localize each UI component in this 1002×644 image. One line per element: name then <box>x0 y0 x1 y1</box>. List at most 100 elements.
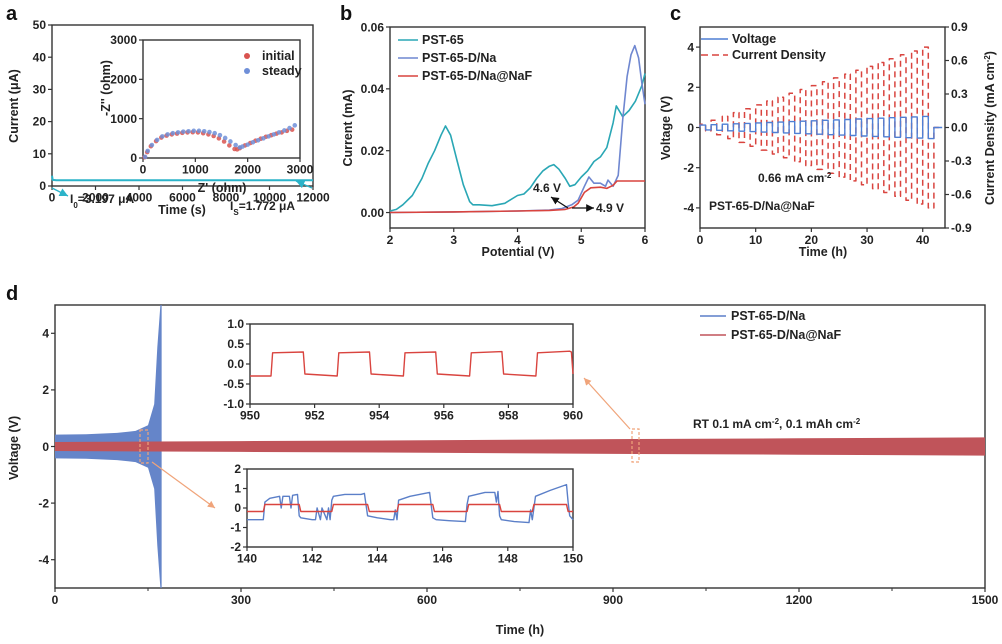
x-tick-label: 10 <box>749 233 763 247</box>
data-point-steady <box>217 132 223 138</box>
y-tick-label: -0.5 <box>223 377 244 391</box>
data-point-steady <box>149 142 155 148</box>
x-tick-label: 150 <box>563 552 583 566</box>
inset-top-series-line <box>250 350 574 377</box>
data-point-steady <box>228 139 233 144</box>
x-tick-label: 1500 <box>972 593 999 607</box>
arrow-4-6v <box>550 196 569 209</box>
data-point-steady <box>276 130 282 135</box>
data-point-steady <box>240 144 245 149</box>
arrow-i0 <box>51 187 69 197</box>
y-tick-label: -4 <box>38 553 49 567</box>
panel-d-xlabel: Time (h) <box>496 623 544 637</box>
x-tick-label: 2000 <box>82 191 109 205</box>
panel-label-b: b <box>340 3 352 25</box>
series-line-0 <box>389 73 646 212</box>
panel-d-inset-bottom: 140 142 144 146 148 150 -2 -1 0 1 2 <box>230 462 583 565</box>
y-tick-label: 50 <box>33 18 47 32</box>
data-point-steady <box>165 132 170 137</box>
x-tick-label: 6000 <box>169 191 196 205</box>
data-point-steady <box>222 135 228 141</box>
data-point-steady <box>245 142 250 147</box>
x-tick-label: 954 <box>369 409 389 423</box>
data-point-steady <box>271 132 277 137</box>
x-tick-label: 956 <box>434 409 454 423</box>
data-point-steady <box>292 123 298 128</box>
data-point-steady <box>201 128 207 134</box>
y-tick-label: -2 <box>38 496 49 510</box>
data-point-steady <box>287 125 292 131</box>
y-tick-label: 4 <box>687 40 694 54</box>
data-point-steady <box>233 142 238 148</box>
series-line-voltage <box>699 115 943 140</box>
plot-frame <box>142 39 301 159</box>
data-point-steady <box>180 129 186 134</box>
x-tick-label: 144 <box>367 552 387 566</box>
y-tick-label: 0 <box>42 440 49 454</box>
data-point-initial <box>221 139 227 144</box>
series-area-pst65-dna-naf <box>55 437 985 456</box>
panel-a: a 0 2000 4000 6000 8000 10000 1200001020304050… <box>6 3 330 217</box>
x-tick-label: 140 <box>237 552 257 566</box>
y-right-tick-label: 0.0 <box>951 121 968 135</box>
data-point-steady <box>207 129 212 135</box>
inset-a-ylabel: -Z'' (ohm) <box>99 60 113 116</box>
legend-label-dna-naf: PST-65-D/Na@NaF <box>731 328 841 342</box>
plot-frame <box>249 323 574 405</box>
data-point-steady <box>186 128 191 134</box>
panel-c-ylabel: Voltage (V) <box>659 96 673 160</box>
data-point-steady <box>196 128 202 134</box>
inset-bottom-series-line-pst-65-d-na <box>247 483 574 524</box>
annotation-i0: I0=3.197 μA <box>70 192 135 210</box>
x-tick-label: 0 <box>697 233 704 247</box>
data-point-steady <box>250 139 256 145</box>
data-point-steady <box>175 130 181 135</box>
panel-c: c 0 10 20 30 40-4-2024-0.9-0.6-0.30.00.30.60… <box>659 3 997 259</box>
x-tick-label: 4000 <box>126 191 153 205</box>
x-tick-label: 142 <box>302 552 322 566</box>
legend-label-dna: PST-65-D/Na <box>731 309 806 323</box>
x-tick-label: 12000 <box>296 191 330 205</box>
panel-b-legend: PST-65 PST-65-D/Na PST-65-D/Na@NaF <box>398 33 532 83</box>
data-point-steady <box>212 130 217 136</box>
y-tick-label: 0.04 <box>361 82 385 96</box>
annotation-rt-conditions: RT 0.1 mA cm-2, 0.1 mAh cm-2 <box>693 417 861 432</box>
y-tick-label: 30 <box>33 83 47 97</box>
y-right-tick-label: 0.6 <box>951 54 968 68</box>
panel-d-legend: PST-65-D/Na PST-65-D/Na@NaF <box>700 309 841 342</box>
data-point-steady <box>145 148 151 154</box>
zoom-arrow-140h <box>151 461 216 509</box>
x-tick-label: 960 <box>563 409 583 423</box>
y-tick-label: 2000 <box>110 72 137 86</box>
y-tick-label: -1.0 <box>223 397 244 411</box>
y-tick-label: 2 <box>42 383 49 397</box>
legend-marker-steady <box>244 68 250 74</box>
panel-b-ylabel: Current (mA) <box>341 89 355 166</box>
legend-label-pst65-dna: PST-65-D/Na <box>422 51 497 65</box>
x-tick-label: 5 <box>578 233 585 247</box>
x-tick-label: 600 <box>417 593 437 607</box>
y-tick-label: -2 <box>230 540 241 554</box>
y-tick-label: 3000 <box>110 33 137 47</box>
x-tick-label: 20 <box>805 233 819 247</box>
panel-c-plot: 0 10 20 30 40 -4 -2 0 2 4 -0.9 -0.6 -0.3 0.0 0.3 0.6 0.9 <box>683 20 972 247</box>
y-tick-label: 0 <box>130 151 137 165</box>
legend-label-current-density: Current Density <box>732 48 826 62</box>
x-tick-label: 1200 <box>786 593 813 607</box>
arrow-is <box>295 180 313 189</box>
x-tick-label: 0 <box>49 191 56 205</box>
data-point-steady <box>261 136 266 141</box>
x-tick-label: 2000 <box>234 163 261 177</box>
y-tick-label: 1 <box>234 482 241 496</box>
y-tick-label: 40 <box>33 50 47 64</box>
y-tick-label: 2 <box>687 81 694 95</box>
data-point-steady <box>282 128 287 133</box>
x-tick-label: 146 <box>433 552 453 566</box>
y-tick-label: 0 <box>234 501 241 515</box>
y-tick-label: 0.00 <box>361 206 385 220</box>
data-point-steady <box>160 134 165 139</box>
data-point-steady <box>154 137 160 143</box>
data-point-initial <box>227 143 232 148</box>
y-tick-label: 0.5 <box>227 337 244 351</box>
